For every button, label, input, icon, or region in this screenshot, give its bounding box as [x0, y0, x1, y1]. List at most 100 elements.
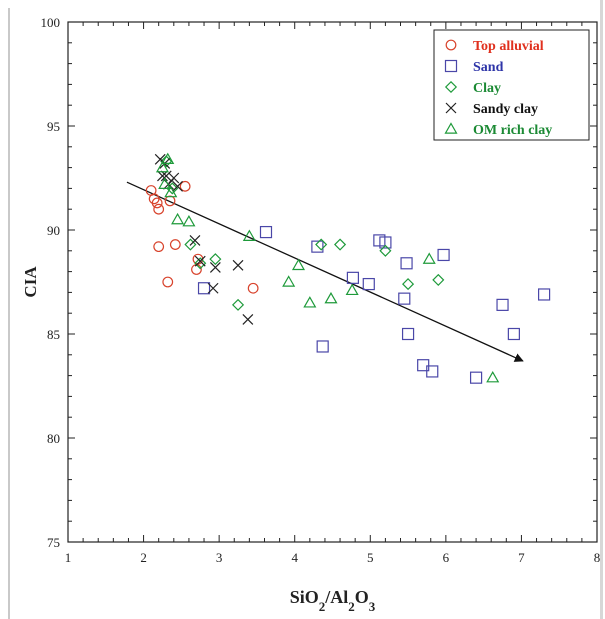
triangle-data-point: [158, 177, 172, 189]
y-axis-title: CIA: [21, 266, 40, 298]
circle-data-point: [179, 180, 191, 192]
square-data-point: [537, 288, 551, 301]
data-points: [145, 152, 551, 384]
legend-box: [433, 29, 590, 141]
triangle-data-point: [164, 185, 178, 198]
square-data-point: [417, 359, 430, 372]
legend-label: Top alluvial: [473, 39, 544, 54]
legend-label: Clay: [473, 81, 501, 96]
diamond-data-point: [209, 253, 222, 266]
triangle-data-point: [345, 283, 359, 296]
circle-data-point: [153, 203, 165, 215]
cross-data-point: [157, 170, 168, 182]
square-data-point: [346, 271, 360, 284]
diamond-data-point: [231, 298, 245, 311]
circle-data-point: [151, 197, 163, 209]
x-tick-label: 2: [140, 550, 147, 565]
trend-layer: [126, 181, 524, 362]
series-clay: [160, 155, 445, 311]
circle-data-point: [153, 241, 165, 253]
triangle-data-point: [171, 212, 185, 225]
cross-data-point: [189, 234, 201, 246]
cross-data-point: [232, 259, 244, 271]
y-tick-label: 90: [47, 223, 60, 238]
x-tick-label: 4: [291, 550, 298, 565]
series-om-rich-clay: [155, 152, 500, 383]
square-data-point: [311, 240, 324, 253]
page-left-border: [8, 8, 10, 619]
series-sandy-clay: [154, 153, 254, 325]
triangle-data-point: [324, 291, 338, 304]
square-data-point: [316, 340, 329, 353]
square-data-point: [259, 225, 273, 239]
triangle-data-point: [422, 252, 436, 264]
triangle-data-point: [291, 258, 306, 271]
cross-data-point: [172, 180, 184, 192]
diamond-data-point: [184, 238, 197, 251]
diamond-data-point: [315, 238, 328, 251]
legend-label: Sandy clay: [473, 102, 538, 117]
cross-data-point: [207, 282, 219, 294]
diamond-data-point: [160, 155, 173, 168]
series-sand: [197, 225, 551, 384]
axes: 1 2 3 4 5 6 7 8 75 80 85 90 95 100 CIA SiO2/Al2O3: [21, 15, 600, 614]
x-axis-title: SiO2/Al2O3: [290, 587, 376, 614]
x-tick-label: 6: [443, 550, 450, 565]
triangle-data-point: [303, 296, 317, 308]
trend-arrow: [126, 181, 524, 362]
square-data-point: [469, 371, 483, 384]
square-data-point: [507, 327, 520, 341]
x-tick-label: 5: [367, 550, 374, 565]
cross-data-point: [209, 262, 221, 273]
cross-data-point: [160, 170, 172, 182]
circle-data-point: [164, 195, 176, 207]
legend-label: Sand: [473, 60, 504, 75]
square-data-point: [400, 257, 413, 270]
square-data-point: [401, 327, 415, 341]
circle-data-point: [191, 264, 202, 275]
circle-data-point: [247, 282, 259, 294]
square-data-point: [496, 298, 509, 311]
legend-triangle-marker: [444, 122, 458, 134]
x-tick-label: 7: [518, 550, 525, 565]
legend-label: OM rich clay: [473, 123, 552, 138]
legend-cross-marker: [445, 102, 457, 114]
cross-data-point: [194, 255, 206, 267]
x-tick-label: 8: [594, 550, 601, 565]
square-data-point: [426, 365, 439, 378]
page-right-border: [600, 0, 603, 619]
legend-circle-marker: [445, 39, 457, 51]
triangle-data-point: [161, 152, 175, 165]
square-data-point: [398, 292, 411, 305]
legend-diamond-marker: [444, 80, 458, 94]
circle-data-point: [169, 239, 181, 250]
y-tick-label: 80: [47, 431, 60, 446]
y-tick-label: 85: [47, 327, 60, 342]
diamond-data-point: [432, 273, 445, 286]
plot-frame: [67, 21, 598, 543]
square-data-point: [362, 277, 375, 291]
diamond-data-point: [194, 257, 207, 270]
y-tick-label: 75: [47, 535, 60, 550]
triangle-data-point: [182, 214, 196, 227]
square-data-point: [437, 248, 450, 262]
square-data-point: [379, 236, 392, 249]
triangle-data-point: [155, 160, 169, 173]
square-data-point: [197, 282, 211, 295]
triangle-data-point: [242, 229, 256, 241]
cross-data-point: [168, 172, 180, 184]
x-tick-label: 3: [216, 550, 223, 565]
diamond-data-point: [379, 244, 392, 257]
x-tick-label: 1: [65, 550, 72, 565]
diamond-data-point: [334, 238, 347, 251]
y-tick-label: 95: [47, 119, 60, 134]
triangle-data-point: [282, 275, 296, 287]
legend-square-marker: [444, 59, 458, 73]
triangle-data-point: [486, 370, 500, 383]
legend: Top alluvial Sand Clay Sandy clay OM rich cl…: [433, 29, 590, 141]
cross-data-point: [242, 314, 254, 325]
diamond-data-point: [402, 278, 415, 291]
circle-data-point: [162, 276, 174, 288]
y-tick-label: 100: [41, 15, 61, 30]
